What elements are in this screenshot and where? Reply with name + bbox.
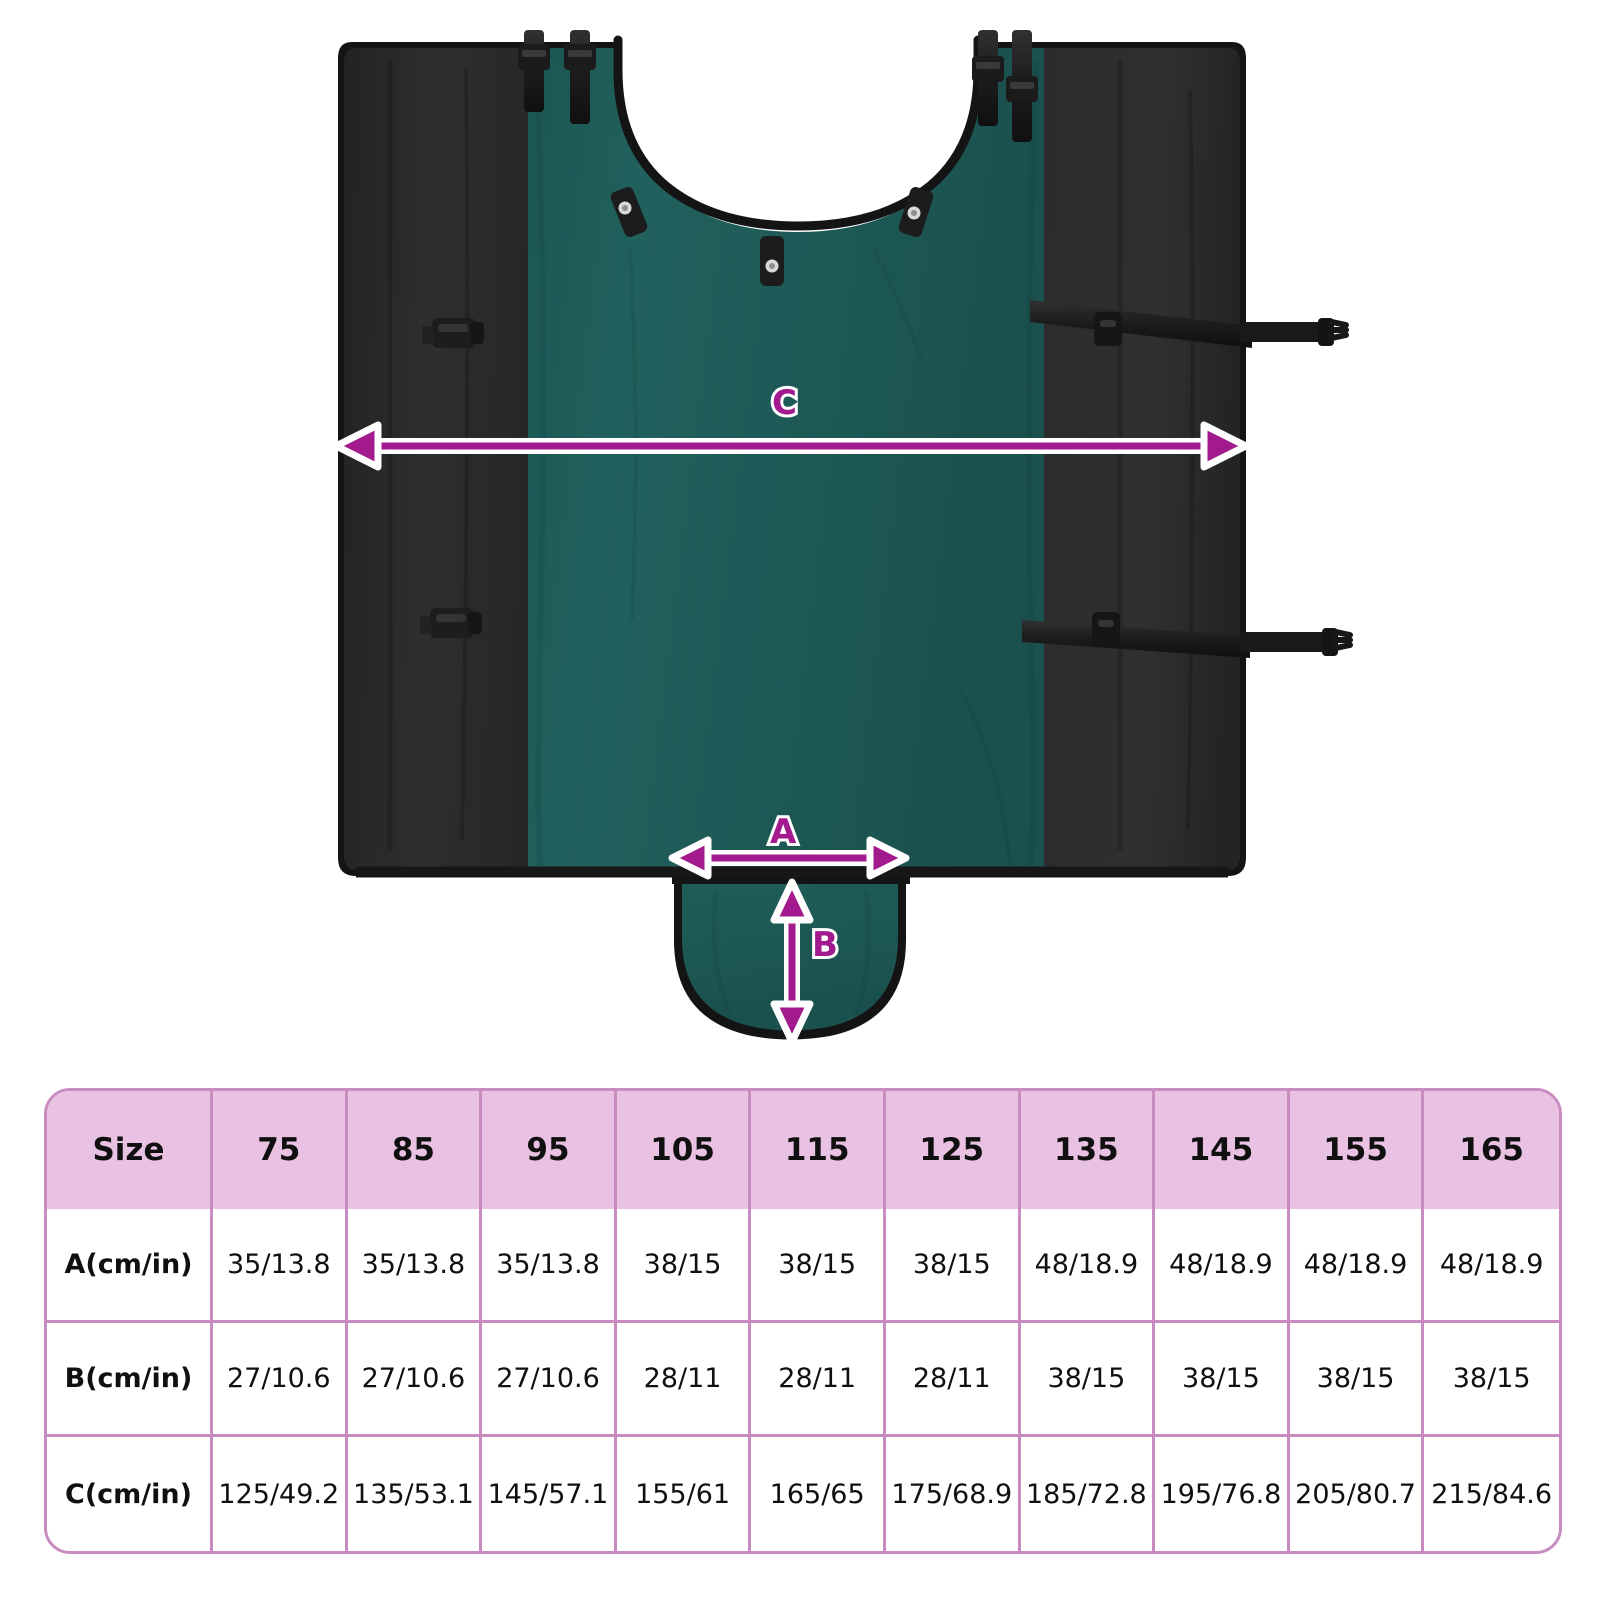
cell-b-95: 27/10.6 bbox=[482, 1323, 617, 1437]
cell-c-115: 165/65 bbox=[751, 1437, 886, 1551]
neck-snap-tab-left bbox=[610, 187, 648, 237]
cell-a-165: 48/18.9 bbox=[1424, 1209, 1559, 1323]
table-row: B(cm/in) 27/10.6 27/10.6 27/10.6 28/11 2… bbox=[47, 1323, 1559, 1437]
belly-strap-upper-right bbox=[1030, 300, 1349, 348]
size-chart-table: Size 75 85 95 105 115 125 135 145 155 16… bbox=[44, 1088, 1562, 1554]
cell-c-145: 195/76.8 bbox=[1155, 1437, 1290, 1551]
header-cell-size-95: 95 bbox=[482, 1091, 617, 1209]
row-label-b: B(cm/in) bbox=[47, 1323, 213, 1437]
cell-b-85: 27/10.6 bbox=[347, 1323, 483, 1437]
black-right-panel bbox=[1044, 48, 1240, 870]
cell-c-125: 175/68.9 bbox=[886, 1437, 1021, 1551]
cell-a-115: 38/15 bbox=[751, 1209, 886, 1323]
neck-snap-tab-center bbox=[760, 236, 784, 286]
black-left-panel bbox=[344, 48, 528, 870]
header-cell-size-125: 125 bbox=[885, 1091, 1021, 1209]
cell-b-135: 38/15 bbox=[1020, 1323, 1156, 1437]
row-label-c: C(cm/in) bbox=[47, 1437, 213, 1551]
size-chart-table-body: A(cm/in) 35/13.8 35/13.8 35/13.8 38/15 3… bbox=[47, 1209, 1559, 1551]
cell-c-105: 155/61 bbox=[617, 1437, 752, 1551]
cell-a-135: 48/18.9 bbox=[1020, 1209, 1156, 1323]
header-cell-size-145: 145 bbox=[1155, 1091, 1290, 1209]
cell-a-125: 38/15 bbox=[885, 1209, 1021, 1323]
cell-b-145: 38/15 bbox=[1155, 1323, 1290, 1437]
dimension-label-a-text: A bbox=[770, 812, 797, 852]
top-buckle-straps-right-pair bbox=[972, 30, 1038, 142]
side-release-buckle-lower-left bbox=[420, 608, 482, 638]
cell-b-105: 28/11 bbox=[616, 1323, 752, 1437]
neck-cutout bbox=[616, 40, 980, 232]
fabric-folds bbox=[533, 59, 1039, 867]
table-header-row: Size 75 85 95 105 115 125 135 145 155 16… bbox=[47, 1091, 1559, 1209]
table-row: A(cm/in) 35/13.8 35/13.8 35/13.8 38/15 3… bbox=[47, 1209, 1559, 1323]
blanket-body bbox=[338, 35, 1246, 884]
cell-c-135: 185/72.8 bbox=[1021, 1437, 1156, 1551]
size-chart-table-head: Size 75 85 95 105 115 125 135 145 155 16… bbox=[47, 1091, 1559, 1209]
neck-snap-tab-right bbox=[898, 187, 934, 237]
cell-c-95: 145/57.1 bbox=[482, 1437, 617, 1551]
cell-c-85: 135/53.1 bbox=[348, 1437, 483, 1551]
header-cell-size-135: 135 bbox=[1020, 1091, 1156, 1209]
top-buckle-straps-left-pair bbox=[518, 30, 596, 124]
header-cell-size-85: 85 bbox=[347, 1091, 483, 1209]
product-illustration bbox=[332, 30, 1353, 1046]
cell-a-155: 48/18.9 bbox=[1289, 1209, 1425, 1323]
header-cell-size-155: 155 bbox=[1289, 1091, 1425, 1209]
header-cell-size-105: 105 bbox=[616, 1091, 752, 1209]
cell-c-155: 205/80.7 bbox=[1290, 1437, 1425, 1551]
dimension-arrow-c bbox=[332, 421, 1250, 471]
cell-a-105: 38/15 bbox=[616, 1209, 752, 1323]
cell-b-125: 28/11 bbox=[885, 1323, 1021, 1437]
dimension-label-b: B bbox=[812, 925, 838, 965]
header-cell-size: Size bbox=[47, 1091, 213, 1209]
dimension-label-c-text: C bbox=[772, 383, 797, 423]
cell-a-145: 48/18.9 bbox=[1155, 1209, 1290, 1323]
cell-b-75: 27/10.6 bbox=[213, 1323, 348, 1437]
row-label-a: A(cm/in) bbox=[47, 1209, 213, 1323]
size-chart-table-container: Size 75 85 95 105 115 125 135 145 155 16… bbox=[44, 1088, 1562, 1554]
cell-c-165: 215/84.6 bbox=[1431, 1478, 1553, 1510]
header-cell-size-75: 75 bbox=[213, 1091, 348, 1209]
cell-b-155: 38/15 bbox=[1289, 1323, 1425, 1437]
cell-b-115: 28/11 bbox=[751, 1323, 886, 1437]
neck-binding bbox=[613, 35, 983, 231]
cell-b-165: 38/15 bbox=[1424, 1323, 1559, 1437]
table-row: C(cm/in) 125/49.2 135/53.1 145/57.1 155/… bbox=[47, 1437, 1559, 1551]
side-release-buckle-upper-left bbox=[422, 318, 484, 348]
cell-c-75: 125/49.2 bbox=[213, 1437, 348, 1551]
teal-center-panel bbox=[528, 48, 1044, 870]
cell-a-75: 35/13.8 bbox=[213, 1209, 348, 1323]
header-cell-size-165: 165 bbox=[1424, 1091, 1559, 1209]
dimension-arrow-b bbox=[770, 878, 814, 1046]
cell-a-85: 35/13.8 bbox=[347, 1209, 483, 1323]
dimension-label-c: C bbox=[772, 383, 797, 423]
dimension-arrow-a bbox=[668, 836, 910, 880]
dimension-label-a: A bbox=[770, 812, 797, 852]
header-cell-size-115: 115 bbox=[751, 1091, 886, 1209]
cell-a-95: 35/13.8 bbox=[482, 1209, 617, 1323]
dimension-label-b-text: B bbox=[812, 925, 838, 965]
belly-strap-lower-right bbox=[1022, 612, 1353, 658]
